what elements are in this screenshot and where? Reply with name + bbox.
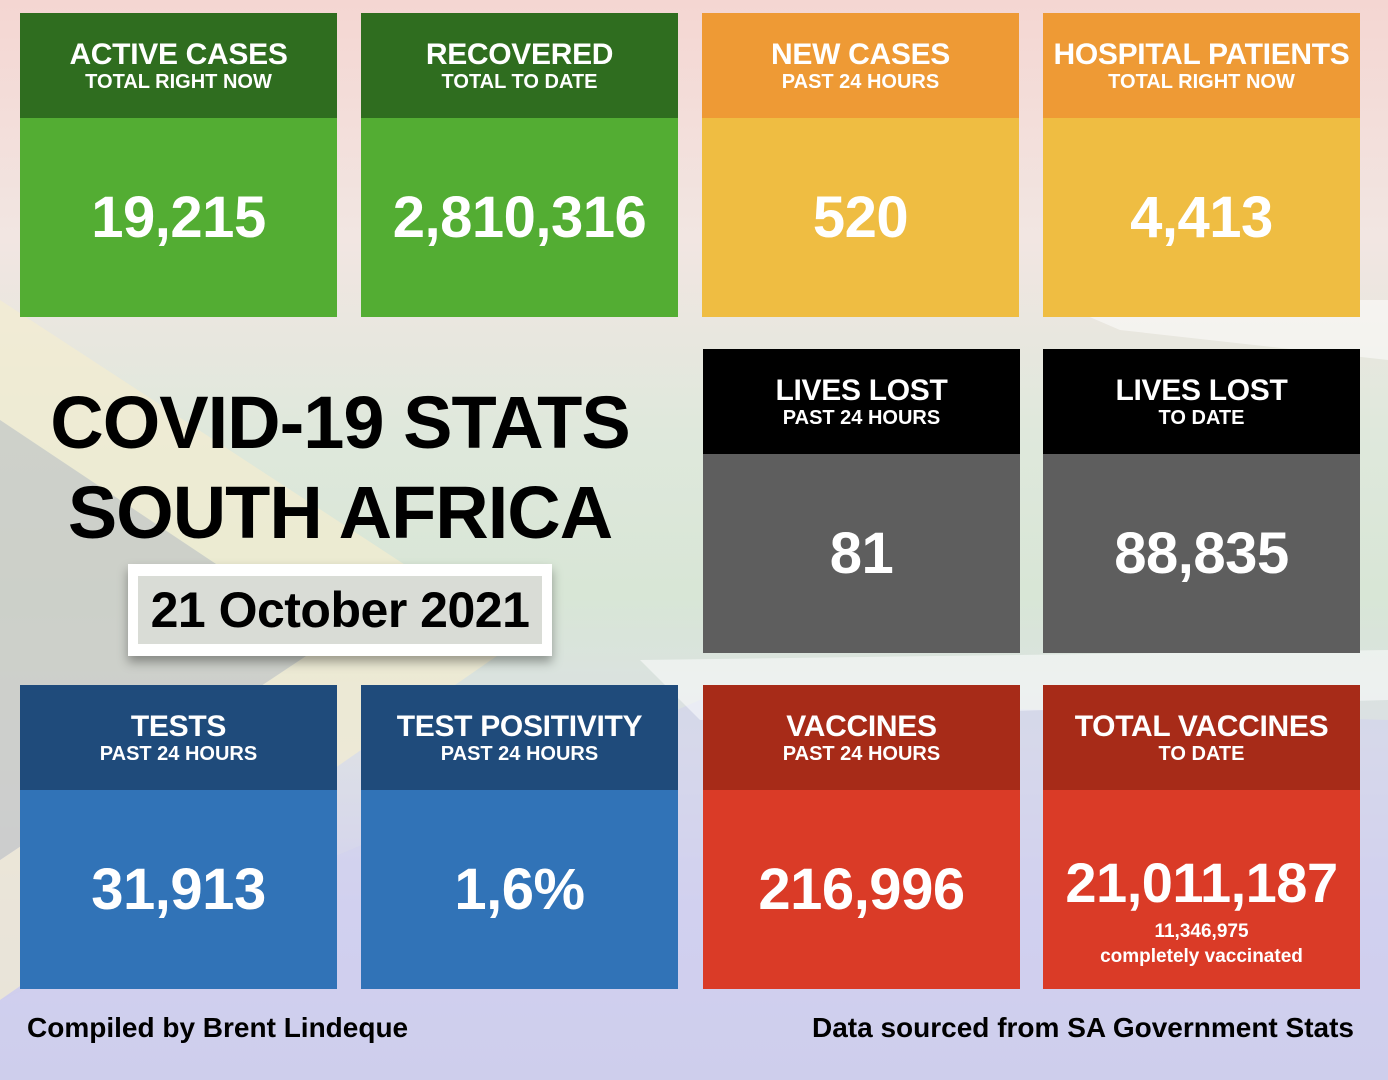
card-title: TEST POSITIVITY: [396, 709, 643, 743]
card-value: 31,913: [91, 857, 266, 922]
card-value: 216,996: [758, 857, 965, 922]
footer-compiled-by: Compiled by Brent Lindeque: [27, 1012, 409, 1043]
card-title: HOSPITAL PATIENTS: [1053, 37, 1350, 71]
card-title: RECOVERED: [425, 37, 614, 71]
date-box: 21 October 2021: [128, 564, 552, 656]
recovered-card: RECOVERED TOTAL TO DATE 2,810,316: [361, 13, 678, 317]
fully-vaccinated-count: 11,346,975: [1154, 921, 1249, 942]
card-subtitle: PAST 24 HOURS: [782, 406, 941, 429]
page-title-line1: COVID-19 STATS: [50, 381, 630, 464]
tests-card: TESTS PAST 24 HOURS 31,913: [20, 685, 337, 989]
lives-lost-24h-card: LIVES LOST PAST 24 HOURS 81: [703, 349, 1020, 653]
vaccines-24h-card: VACCINES PAST 24 HOURS 216,996: [703, 685, 1020, 989]
card-title: ACTIVE CASES: [69, 37, 288, 71]
card-value: 81: [829, 521, 894, 586]
card-subtitle: PAST 24 HOURS: [782, 742, 941, 765]
card-title: TESTS: [130, 709, 227, 743]
card-value: 4,413: [1130, 185, 1273, 250]
card-subtitle: PAST 24 HOURS: [99, 742, 258, 765]
fully-vaccinated-label: completely vaccinated: [1100, 946, 1303, 967]
card-value: 1,6%: [454, 857, 585, 922]
footer-data-source: Data sourced from SA Government Stats: [812, 1012, 1354, 1043]
card-title: NEW CASES: [771, 37, 950, 71]
card-title: LIVES LOST: [775, 373, 948, 407]
card-subtitle: TO DATE: [1158, 742, 1245, 765]
new-cases-card: NEW CASES PAST 24 HOURS 520: [702, 13, 1019, 317]
card-value: 88,835: [1114, 521, 1289, 586]
page-title-line2: SOUTH AFRICA: [67, 471, 613, 554]
hospital-patients-card: HOSPITAL PATIENTS TOTAL RIGHT NOW 4,413: [1043, 13, 1360, 317]
card-subtitle: TOTAL RIGHT NOW: [85, 70, 272, 93]
card-value: 21,011,187: [1065, 851, 1338, 914]
card-subtitle: TOTAL TO DATE: [441, 70, 598, 93]
report-date: 21 October 2021: [138, 576, 542, 644]
test-positivity-card: TEST POSITIVITY PAST 24 HOURS 1,6%: [361, 685, 678, 989]
card-title: TOTAL VACCINES: [1074, 709, 1329, 743]
card-subtitle: PAST 24 HOURS: [781, 70, 940, 93]
active-cases-card: ACTIVE CASES TOTAL RIGHT NOW 19,215: [20, 13, 337, 317]
lives-lost-total-card: LIVES LOST TO DATE 88,835: [1043, 349, 1360, 653]
card-title: LIVES LOST: [1115, 373, 1288, 407]
total-vaccines-card: TOTAL VACCINES TO DATE 21,011,187 11,346,…: [1043, 685, 1360, 989]
card-subtitle: PAST 24 HOURS: [440, 742, 599, 765]
card-title: VACCINES: [786, 709, 937, 743]
card-value: 19,215: [91, 185, 266, 250]
card-value: 520: [812, 185, 909, 250]
card-subtitle: TO DATE: [1158, 406, 1245, 429]
card-subtitle: TOTAL RIGHT NOW: [1108, 70, 1295, 93]
card-value: 2,810,316: [392, 185, 647, 250]
